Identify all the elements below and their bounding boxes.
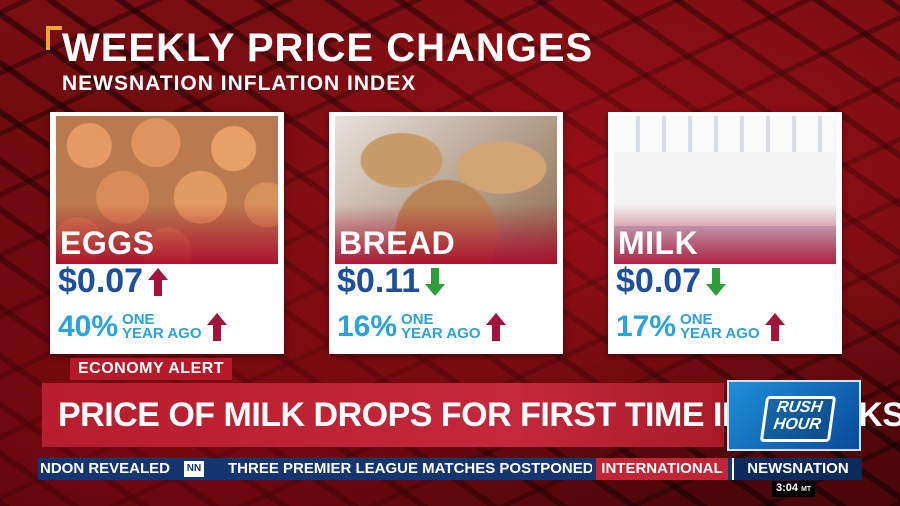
- clock-time: 3:04: [776, 482, 799, 494]
- price-value: $0.07: [58, 262, 144, 300]
- rush-hour-logo-text: RUSH HOUR: [759, 396, 837, 442]
- product-name: MILK: [618, 225, 699, 261]
- clock-zone: MT: [801, 486, 812, 493]
- photo-shade: [335, 204, 557, 264]
- ticker-item: NDON REVEALED: [40, 460, 171, 477]
- year-over-year: 17% ONE YEAR AGO: [616, 310, 786, 344]
- yoy-label: ONE YEAR AGO: [401, 311, 481, 342]
- year-over-year: 16% ONE YEAR AGO: [337, 310, 507, 344]
- photo-shade: [614, 204, 836, 264]
- graphic-title: WEEKLY PRICE CHANGES: [62, 26, 594, 70]
- arrow-up-icon: [206, 313, 227, 341]
- yoy-percent: 40%: [58, 310, 119, 343]
- year-over-year: 40% ONE YEAR AGO: [58, 310, 228, 344]
- weekly-price-change: $0.11: [337, 262, 446, 301]
- price-value: $0.07: [616, 262, 702, 300]
- arrow-up-icon: [148, 267, 169, 296]
- price-value: $0.11: [337, 262, 421, 300]
- network-brand: NEWSNATION: [732, 458, 862, 480]
- arrow-down-icon: [425, 267, 446, 296]
- graphic-subtitle: NEWSNATION INFLATION INDEX: [62, 72, 417, 95]
- yoy-percent: 16%: [337, 310, 398, 343]
- on-air-clock: 3:04 MT: [772, 481, 816, 497]
- bread-photo: BREAD: [335, 116, 557, 264]
- yoy-label-line2: YEAR AGO: [680, 325, 760, 342]
- product-name: BREAD: [339, 225, 456, 261]
- news-ticker: NDON REVEALED NN THREE PREMIER LEAGUE MA…: [38, 458, 862, 480]
- yoy-label: ONE YEAR AGO: [680, 311, 760, 342]
- arrow-down-icon: [706, 267, 727, 296]
- ticker-item: THREE PREMIER LEAGUE MATCHES POSTPONED T…: [228, 460, 592, 477]
- milk-photo: MILK: [614, 116, 836, 264]
- price-card-bread: BREAD $0.11 16% ONE YEAR AGO: [329, 112, 563, 354]
- economy-alert-tag: ECONOMY ALERT: [70, 358, 233, 380]
- yoy-percent: 17%: [616, 310, 677, 343]
- rush-hour-logo: RUSH HOUR: [727, 380, 861, 451]
- yoy-label-line1: ONE: [122, 311, 155, 328]
- headline-bar: [42, 383, 724, 447]
- yoy-label-line1: ONE: [680, 311, 713, 328]
- logo-line1: RUSH: [775, 399, 824, 416]
- yoy-label-line1: ONE: [401, 311, 434, 328]
- nn-logo-icon: NN: [184, 461, 204, 477]
- yoy-label-line2: YEAR AGO: [401, 325, 481, 342]
- yoy-label: ONE YEAR AGO: [122, 311, 202, 342]
- logo-line2: HOUR: [772, 416, 822, 433]
- price-card-milk: MILK $0.07 17% ONE YEAR AGO: [608, 112, 842, 354]
- eggs-photo: EGGS: [56, 116, 278, 264]
- arrow-up-icon: [485, 313, 506, 341]
- weekly-price-change: $0.07: [616, 262, 727, 301]
- yoy-label-line2: YEAR AGO: [122, 325, 202, 342]
- ticker-category: INTERNATIONAL: [596, 458, 728, 480]
- weekly-price-change: $0.07: [58, 262, 169, 301]
- title-bracket-decoration: [46, 26, 62, 50]
- photo-shade: [56, 204, 278, 264]
- arrow-up-icon: [764, 313, 785, 341]
- product-name: EGGS: [60, 225, 155, 261]
- price-card-eggs: EGGS $0.07 40% ONE YEAR AGO: [50, 112, 284, 354]
